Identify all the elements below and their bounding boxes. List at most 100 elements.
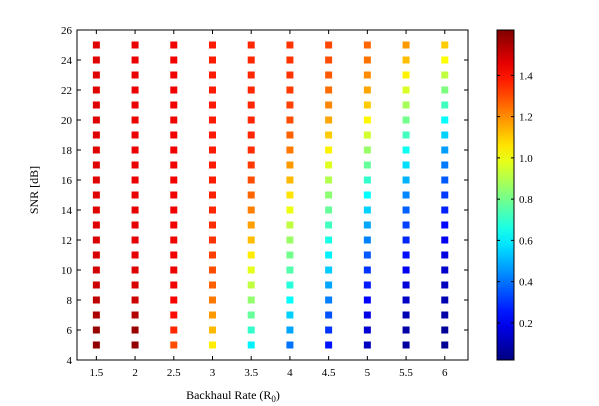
data-cell <box>286 326 294 334</box>
data-cell <box>247 206 255 214</box>
data-cell <box>247 101 255 109</box>
data-cell <box>247 146 255 154</box>
data-cell <box>325 281 333 289</box>
data-cell <box>363 206 371 214</box>
data-cell <box>402 281 410 289</box>
data-cell <box>402 41 410 49</box>
data-cell <box>131 311 139 319</box>
data-cell <box>325 176 333 184</box>
data-cell <box>131 71 139 79</box>
colorbar-tick-label: 0.2 <box>519 318 533 330</box>
data-cell <box>325 341 333 349</box>
plot-area: 1.5 2 2.5 3 3.5 4 4.5 5 5.5 6 4 6 8 10 12 14 16 18 20 22 24 2… <box>61 25 469 379</box>
data-cell <box>170 341 178 349</box>
data-cell <box>170 326 178 334</box>
data-cell <box>441 281 449 289</box>
data-cell <box>363 236 371 244</box>
data-cell <box>92 251 100 259</box>
x-axis-label-suffix: ) <box>276 388 280 402</box>
data-cell <box>247 281 255 289</box>
data-cell <box>325 146 333 154</box>
data-cell <box>402 176 410 184</box>
data-cell <box>209 116 216 124</box>
data-cell <box>363 191 371 199</box>
data-cell <box>131 281 139 289</box>
data-cell <box>209 236 216 244</box>
data-cell <box>247 296 255 304</box>
data-cell <box>286 311 294 319</box>
data-cell <box>325 101 333 109</box>
data-cell <box>131 56 139 64</box>
data-cell <box>441 131 449 139</box>
data-cell <box>325 191 333 199</box>
y-tick-label: 22 <box>61 85 72 97</box>
data-cell <box>247 161 255 169</box>
data-cell <box>247 311 255 319</box>
data-cell <box>402 341 410 349</box>
y-tick-label: 16 <box>61 175 73 187</box>
data-cell <box>402 101 410 109</box>
y-tick-label: 8 <box>67 295 73 307</box>
data-cell <box>441 296 449 304</box>
x-tick-label: 1.5 <box>89 367 103 379</box>
data-cell <box>325 116 333 124</box>
x-tick-label: 2.5 <box>167 367 181 379</box>
x-axis-label-subscript: 0 <box>271 394 276 404</box>
x-axis-label-main: Backhaul Rate (R <box>186 388 271 402</box>
data-cell <box>92 311 100 319</box>
data-cell <box>286 341 294 349</box>
data-cell <box>92 161 100 169</box>
y-axis-label: SNR [dB] <box>27 166 41 214</box>
x-tick-label: 4 <box>287 367 293 379</box>
data-cell <box>441 146 449 154</box>
data-cell <box>247 326 255 334</box>
data-cell <box>441 236 449 244</box>
data-cell <box>363 251 371 259</box>
data-cell <box>92 176 100 184</box>
data-cell <box>170 236 178 244</box>
data-cell <box>441 326 449 334</box>
data-cell <box>170 206 178 214</box>
data-cell <box>131 116 139 124</box>
colorbar: 0.2 0.4 0.6 0.8 1.0 1.2 1.4 <box>496 29 533 361</box>
data-cell <box>325 41 333 49</box>
data-cell <box>325 296 333 304</box>
data-cell <box>247 131 255 139</box>
data-cell <box>325 71 333 79</box>
data-cell <box>441 101 449 109</box>
x-tick-label: 6 <box>442 367 448 379</box>
data-cell <box>441 116 449 124</box>
data-cell <box>170 116 178 124</box>
data-cell <box>170 191 178 199</box>
x-axis-label: Backhaul Rate (R0) <box>186 388 280 404</box>
data-cell <box>325 311 333 319</box>
data-cell <box>209 266 216 274</box>
data-cell <box>209 206 216 214</box>
data-cell <box>363 116 371 124</box>
data-cell <box>92 41 100 49</box>
data-cell <box>325 251 333 259</box>
data-cell <box>209 131 216 139</box>
data-cell <box>92 206 100 214</box>
data-cell <box>92 146 100 154</box>
data-cell <box>209 56 216 64</box>
data-cell <box>209 326 216 334</box>
data-cell <box>170 146 178 154</box>
y-tick-label: 24 <box>61 55 73 67</box>
data-cell <box>209 161 216 169</box>
data-cell <box>441 191 449 199</box>
data-cell <box>363 281 371 289</box>
data-cell <box>247 41 255 49</box>
data-cell <box>441 341 449 349</box>
data-cell <box>325 266 333 274</box>
data-cell <box>131 296 139 304</box>
data-cell <box>286 71 294 79</box>
data-cell <box>402 311 410 319</box>
data-cell <box>131 86 139 94</box>
x-tick-label: 4.5 <box>322 367 336 379</box>
data-cell <box>402 131 410 139</box>
data-cell <box>209 101 216 109</box>
data-cell <box>209 296 216 304</box>
data-cell <box>92 281 100 289</box>
data-cell <box>325 236 333 244</box>
